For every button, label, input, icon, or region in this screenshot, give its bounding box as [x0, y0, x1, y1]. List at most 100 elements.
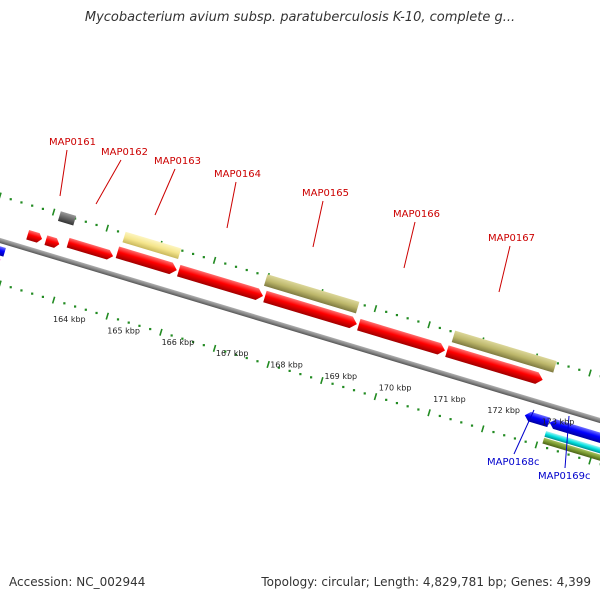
- gene-feature-blue-edge: [0, 244, 6, 257]
- outer-major-tick: [51, 208, 56, 216]
- inner-minor-tick: [202, 344, 205, 347]
- outer-minor-tick: [84, 220, 87, 223]
- gene-feature-red: [115, 246, 177, 275]
- outer-minor-tick: [449, 330, 452, 333]
- inner-minor-tick: [149, 327, 152, 331]
- outer-minor-tick: [116, 230, 120, 233]
- summary-text: Topology: circular; Length: 4,829,781 bp…: [261, 575, 591, 589]
- gene-label-map0169c[interactable]: MAP0169c: [538, 471, 590, 482]
- gene-label-map0164[interactable]: MAP0164: [214, 169, 261, 180]
- inner-minor-tick: [503, 434, 506, 437]
- inner-minor-tick: [170, 334, 173, 337]
- gene-connector-line: [226, 181, 237, 229]
- inner-minor-tick: [578, 456, 581, 459]
- gene-label-map0165[interactable]: MAP0165: [302, 188, 349, 199]
- inner-minor-tick: [95, 311, 98, 315]
- outer-minor-tick: [181, 249, 184, 252]
- inner-major-tick: [480, 425, 485, 433]
- gene-feature-red: [357, 318, 446, 355]
- inner-major-tick: [534, 441, 539, 449]
- gene-label-map0168c[interactable]: MAP0168c: [487, 457, 539, 468]
- scale-label: 166 kbp: [162, 338, 195, 347]
- inner-minor-tick: [63, 302, 66, 305]
- outer-major-tick: [212, 256, 217, 264]
- outer-major-tick: [373, 305, 378, 313]
- gene-label-map0162[interactable]: MAP0162: [101, 147, 148, 158]
- inner-minor-tick: [352, 389, 356, 392]
- gene-feature-red: [66, 237, 114, 260]
- gene-label-map0163[interactable]: MAP0163: [154, 156, 201, 167]
- inner-major-tick: [373, 393, 378, 401]
- inner-minor-tick: [406, 405, 409, 408]
- outer-minor-tick: [363, 304, 366, 307]
- gene-feature-pale: [122, 231, 182, 259]
- gene-feature-khaki: [263, 274, 360, 314]
- inner-minor-tick: [438, 414, 441, 418]
- inner-minor-tick: [395, 401, 399, 405]
- scale-label: 168 kbp: [270, 361, 303, 370]
- outer-minor-tick: [234, 265, 238, 268]
- outer-minor-tick: [385, 310, 388, 313]
- outer-minor-tick: [556, 362, 559, 365]
- outer-minor-tick: [256, 272, 259, 275]
- gene-connector-line: [403, 221, 416, 269]
- outer-minor-tick: [578, 368, 581, 371]
- inner-minor-tick: [9, 286, 12, 289]
- inner-minor-tick: [470, 424, 474, 427]
- outer-minor-tick: [31, 204, 34, 207]
- scale-label: 170 kbp: [379, 383, 412, 392]
- inner-major-tick: [159, 328, 163, 336]
- sequence-backbone: [0, 235, 600, 424]
- inner-minor-tick: [277, 366, 281, 369]
- gene-feature-gray: [57, 211, 77, 226]
- inner-minor-tick: [299, 373, 302, 376]
- inner-minor-tick: [234, 353, 238, 356]
- outer-minor-tick: [191, 252, 195, 256]
- map-title: Mycobacterium avium subsp. paratuberculo…: [84, 10, 516, 25]
- inner-major-tick: [320, 376, 324, 385]
- outer-major-tick: [105, 224, 110, 232]
- gene-connector-line: [564, 415, 570, 469]
- outer-minor-tick: [41, 207, 45, 210]
- outer-major-tick: [0, 192, 2, 199]
- inner-minor-tick: [492, 430, 495, 434]
- inner-minor-tick: [288, 369, 291, 372]
- gene-feature-red: [445, 345, 543, 384]
- inner-minor-tick: [460, 421, 463, 424]
- outer-minor-tick: [20, 201, 23, 204]
- inner-minor-tick: [20, 289, 23, 292]
- inner-minor-tick: [524, 440, 527, 443]
- inner-minor-tick: [256, 360, 259, 363]
- inner-minor-tick: [449, 418, 452, 421]
- inner-minor-tick: [417, 408, 420, 411]
- inner-minor-tick: [546, 447, 549, 450]
- outer-minor-tick: [202, 256, 205, 259]
- scale-label: 172 kbp: [487, 406, 520, 415]
- gene-feature-khaki: [451, 330, 557, 373]
- accession-text: Accession: NC_002944: [9, 575, 146, 589]
- inner-major-tick: [266, 360, 270, 369]
- outer-minor-tick: [9, 198, 12, 201]
- gene-label-connectors: [59, 149, 570, 469]
- outer-major-tick: [427, 321, 431, 329]
- gene-labels: MAP0161 MAP0162 MAP0163 MAP0164 MAP0165 MAP01…: [49, 137, 590, 482]
- inner-minor-tick: [363, 392, 366, 395]
- inner-major-tick: [51, 296, 56, 304]
- gene-connector-line: [498, 245, 511, 293]
- inner-minor-tick: [73, 305, 77, 308]
- inner-tick-ring: [0, 280, 600, 466]
- gene-feature-olive: [542, 437, 600, 461]
- inner-major-tick: [105, 312, 110, 320]
- inner-major-tick: [588, 457, 592, 465]
- gene-label-map0166[interactable]: MAP0166: [393, 209, 440, 220]
- inner-minor-tick: [567, 453, 570, 456]
- scale-label: 167 kbp: [216, 349, 249, 358]
- outer-major-tick: [588, 369, 592, 377]
- inner-major-tick: [212, 344, 217, 352]
- inner-major-tick: [0, 280, 2, 287]
- gene-label-map0161[interactable]: MAP0161: [49, 137, 96, 148]
- gene-label-map0167[interactable]: MAP0167: [488, 233, 535, 244]
- gene-feature-red: [263, 290, 357, 329]
- gene-feature-pink-edge: [0, 255, 1, 268]
